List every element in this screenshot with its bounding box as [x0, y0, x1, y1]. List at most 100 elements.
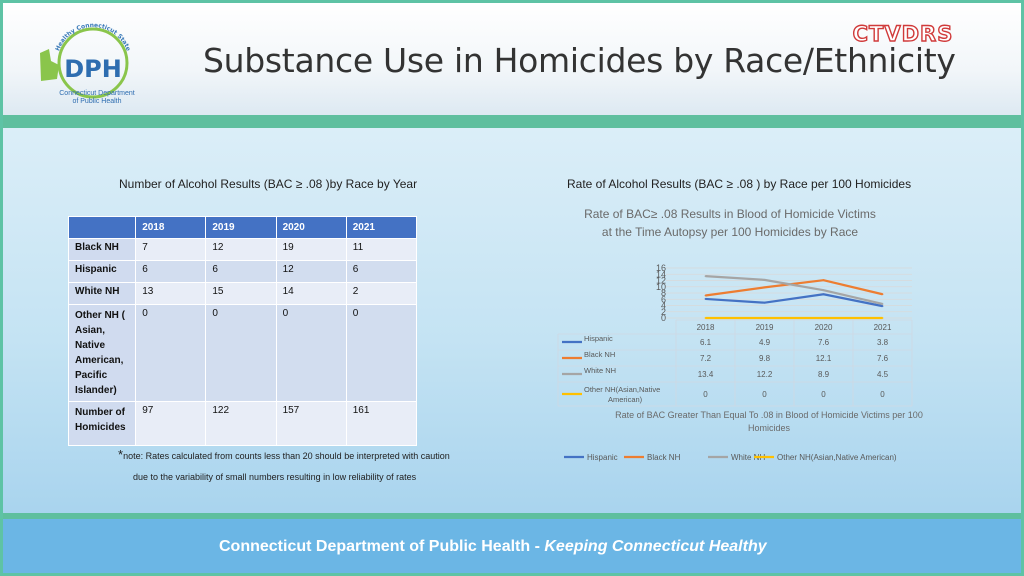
table-legend-label: White NH [584, 366, 616, 375]
data-point [822, 289, 825, 292]
footer-sep: - [530, 538, 545, 555]
footer-org: Connecticut Department of Public Health [219, 538, 531, 555]
legend-label: White NH [731, 453, 765, 462]
table-cell: 7 [135, 238, 207, 261]
table-cell: 97 [135, 401, 207, 446]
table-cell: 122 [205, 401, 277, 446]
table-header-cell [67, 216, 137, 239]
table-legend-label: Black NH [584, 350, 615, 359]
data-label: 0 [821, 390, 826, 399]
data-point [763, 301, 766, 304]
data-label: 6.1 [700, 338, 712, 347]
x-tick-label: 2021 [874, 323, 892, 332]
note-line-1: note: Rates calculated from counts less … [123, 451, 450, 461]
table-cell: 19 [275, 238, 347, 261]
x-tick-label: 2020 [815, 323, 833, 332]
y-tick-label: 12 [656, 276, 666, 286]
dph-logo-text: DPH [64, 55, 122, 83]
data-point [881, 303, 884, 305]
table-cell: 6 [205, 260, 277, 283]
footer-text: Connecticut Department of Public Health … [219, 538, 767, 556]
data-point [763, 317, 766, 319]
row-label: Hispanic [67, 260, 137, 283]
table-cell: 0 [345, 304, 418, 402]
chart-axis-title: Rate of BAC Greater Than Equal To .08 in… [615, 410, 923, 433]
data-point [881, 305, 884, 308]
data-label: 7.6 [877, 354, 889, 363]
data-point [704, 275, 707, 278]
table-legend-label: Hispanic [584, 334, 613, 343]
caution-note: *note: Rates calculated from counts less… [118, 447, 450, 462]
data-label: 3.8 [877, 338, 889, 347]
series-line [705, 275, 883, 306]
data-label: 4.5 [877, 370, 889, 379]
data-label: 7.6 [818, 338, 830, 347]
page-title: Substance Use in Homicides by Race/Ethni… [203, 41, 956, 80]
svg-text:Healthy Connecticut State: Healthy Connecticut State [54, 22, 131, 52]
table-header-cell: 2020 [275, 216, 347, 239]
table-cell: 0 [135, 304, 207, 402]
table-cell: 0 [205, 304, 277, 402]
data-label: 9.8 [759, 354, 771, 363]
chart-title: Rate of BAC≥ .08 Results in Blood of Hom… [584, 207, 876, 239]
table-header-row: 2018 2019 2020 2021 [67, 216, 418, 239]
alcohol-results-table: 2018 2019 2020 2021 Black NH 7 12 19 11 … [67, 216, 418, 446]
row-label: Other NH ( Asian, Native American, Pacif… [67, 304, 137, 402]
data-point [822, 293, 825, 296]
table-header-cell: 2018 [135, 216, 207, 239]
table-cell: 12 [205, 238, 277, 261]
table-row: White NH 13 15 14 2 [67, 282, 418, 305]
data-label: 0 [703, 390, 708, 399]
y-tick-label: 16 [656, 263, 666, 273]
data-label: 4.9 [759, 338, 771, 347]
dph-logo: Healthy Connecticut State DPH Connecticu… [40, 22, 135, 105]
note-star: * [118, 447, 124, 462]
data-label: 0 [762, 390, 767, 399]
table-cell: 6 [345, 260, 418, 283]
table-cell: 6 [135, 260, 207, 283]
right-section-title: Rate of Alcohol Results (BAC ≥ .08 ) by … [567, 177, 912, 191]
legend-label: Hispanic [587, 453, 618, 462]
top-accent-band [3, 115, 1021, 128]
table-cell: 15 [205, 282, 277, 305]
y-tick-label: 8 [661, 288, 666, 298]
table-header-cell: 2021 [345, 216, 418, 239]
y-tick-label: 0 [661, 313, 666, 323]
bottom-accent-band [3, 513, 1021, 519]
data-label: 13.4 [698, 370, 714, 379]
data-label: 12.2 [757, 370, 773, 379]
x-tick-label: 2018 [697, 323, 715, 332]
dph-logo-arc-text: Healthy Connecticut State [54, 22, 131, 52]
legend-label: Black NH [647, 453, 681, 462]
left-section-title: Number of Alcohol Results (BAC ≥ .08 )by… [119, 177, 418, 191]
ctvdrs-logo: CTVDRS [852, 21, 953, 45]
table-row: Other NH ( Asian, Native American, Pacif… [67, 304, 418, 402]
data-point [704, 294, 707, 297]
data-label: 12.1 [816, 354, 832, 363]
data-label: 0 [880, 390, 885, 399]
table-header-cell: 2019 [205, 216, 277, 239]
series-line [705, 293, 883, 308]
footer: Connecticut Department of Public Health … [3, 519, 1021, 573]
data-point [704, 317, 707, 319]
x-tick-label: 2019 [756, 323, 774, 332]
table-cell: 11 [345, 238, 418, 261]
y-tick-label: 14 [656, 269, 666, 279]
data-label: 7.2 [700, 354, 712, 363]
data-point [704, 298, 707, 300]
data-point [881, 317, 884, 319]
table-row: Number of Homicides 97 122 157 161 [67, 401, 418, 446]
table-cell: 12 [275, 260, 347, 283]
legend-label: Other NH(Asian,Native American) [777, 453, 897, 462]
table-cell: 157 [275, 401, 347, 446]
table-legend-label: Other NH(Asian,Native [584, 385, 660, 394]
table-cell: 2 [345, 282, 418, 305]
y-tick-label: 2 [661, 307, 666, 317]
table-row: Hispanic 6 6 12 6 [67, 260, 418, 283]
table-legend-label: American) [608, 395, 643, 404]
y-tick-label: 6 [661, 294, 666, 304]
footer-tagline: Keeping Connecticut Healthy [544, 538, 767, 555]
y-tick-label: 4 [661, 301, 666, 311]
row-label: White NH [67, 282, 137, 305]
